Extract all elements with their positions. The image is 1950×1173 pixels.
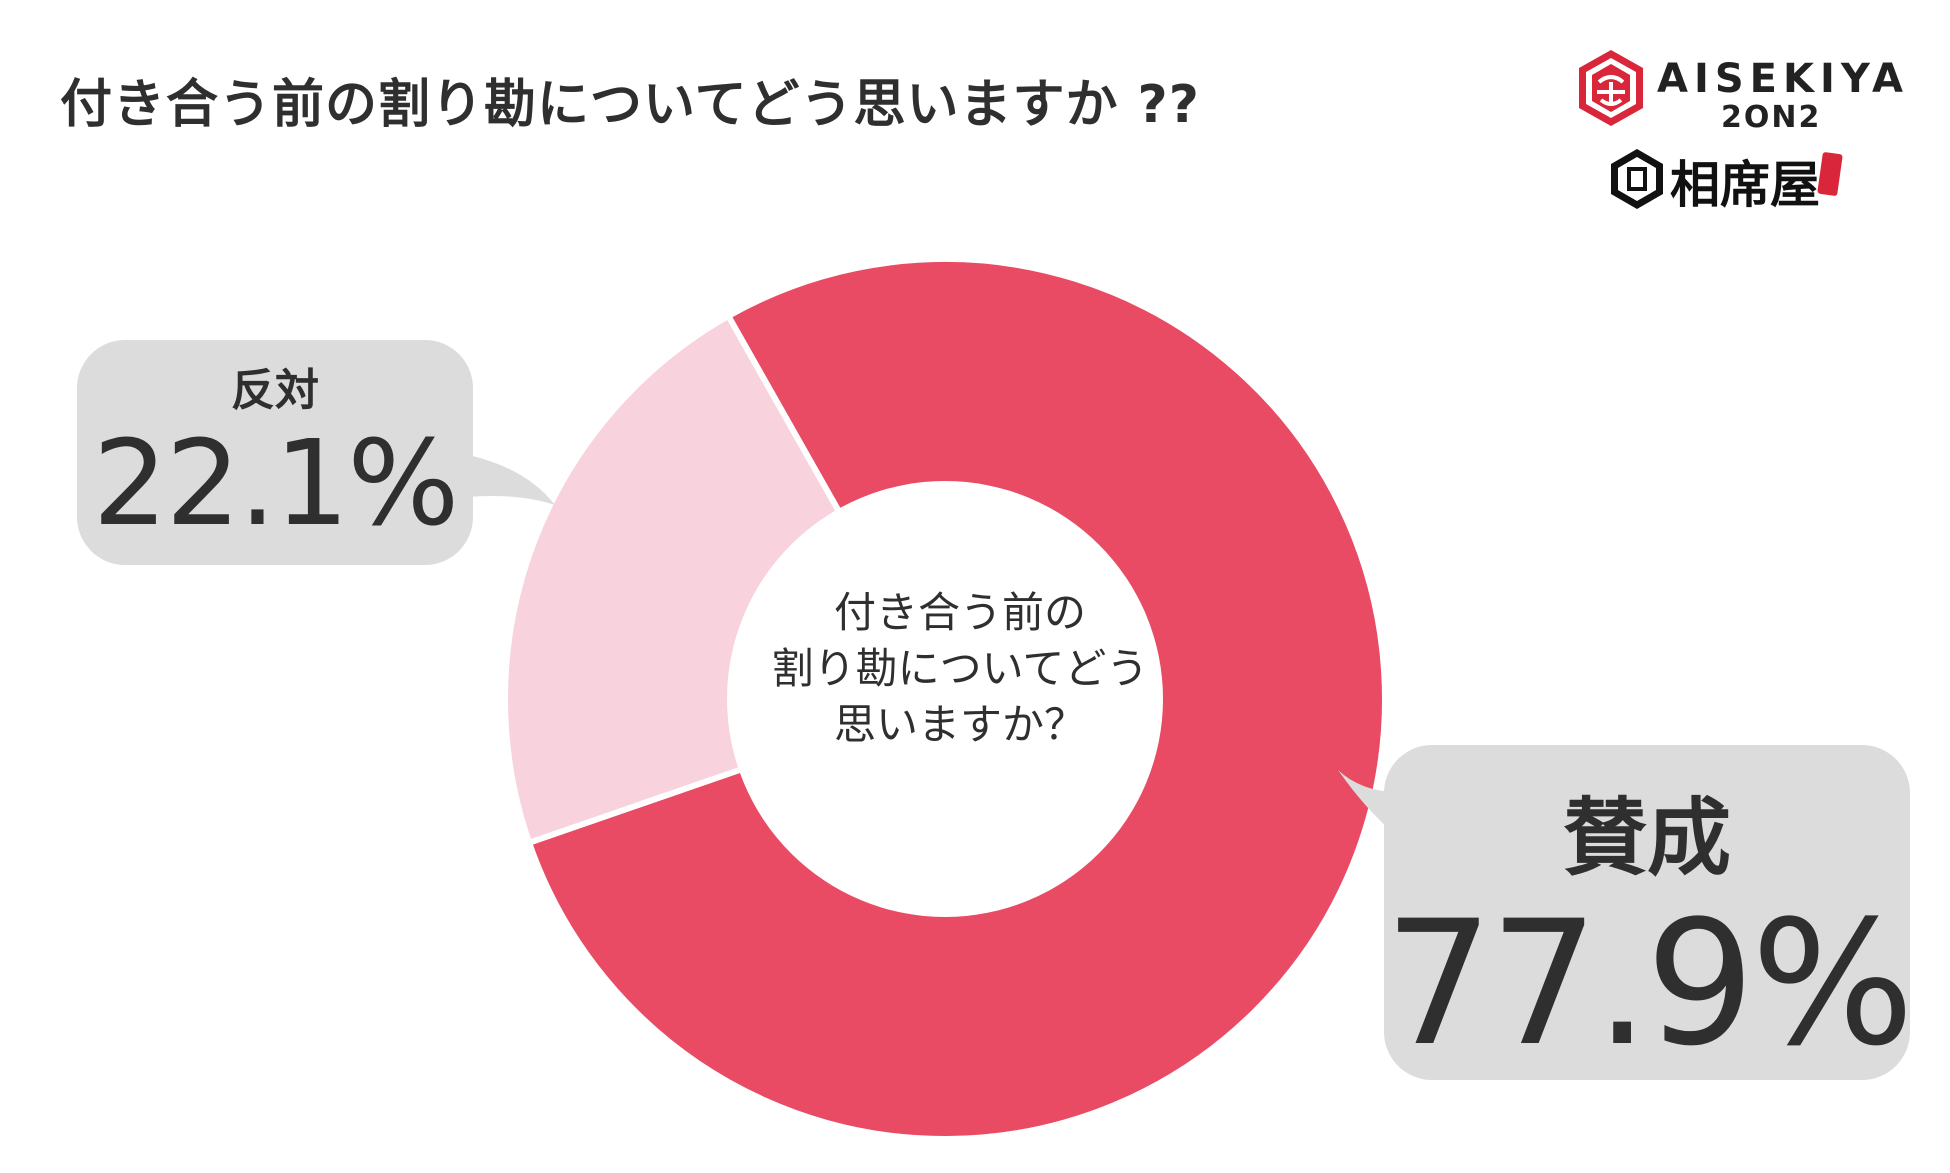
callout-agree: 賛成 77.9% [1384, 745, 1914, 1084]
donut-hole [727, 481, 1163, 917]
oppose-label: 反対 [231, 365, 319, 416]
callout-oppose: 反対 22.1% [77, 340, 473, 565]
brand-name-en: AISEKIYA [1657, 56, 1909, 102]
brand-name-jp: 相席屋 [1670, 155, 1820, 214]
agree-label: 賛成 [1562, 789, 1731, 887]
chart-title: 付き合う前の割り勘についてどう思いますか ?? [60, 75, 1200, 135]
agree-value-label: 77.9% [1384, 883, 1914, 1084]
center-label-line-1: 付き合う前の [833, 588, 1086, 637]
center-label-line-2: 割り勘についてどう [771, 644, 1149, 693]
aisekiya-hex-icon [1611, 149, 1663, 209]
brand-sub-en: 2ON2 [1721, 100, 1822, 135]
donut-center-label: 付き合う前の 割り勘についてどう 思いますか？ [760, 585, 1160, 753]
center-label-line-3: 思いますか？ [833, 700, 1086, 749]
oppose-value-label: 22.1% [92, 414, 460, 552]
aisekiya-crest-icon [1579, 50, 1643, 126]
aisekiya-jp-logo: 相席屋 [1608, 145, 1888, 215]
aisekiya-2on2-logo: AISEKIYA 2ON2 [1575, 48, 1903, 138]
